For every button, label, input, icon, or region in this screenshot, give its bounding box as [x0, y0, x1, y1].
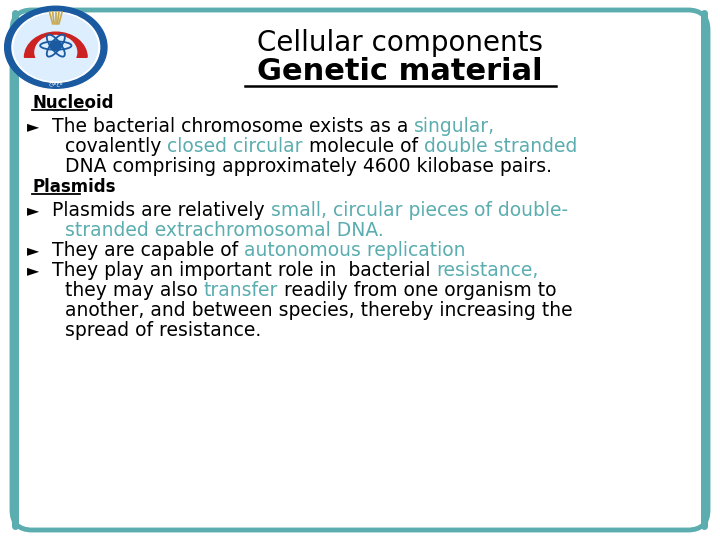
Text: جامعة: جامعة [48, 79, 63, 86]
Circle shape [14, 14, 98, 80]
Text: Cellular components: Cellular components [257, 29, 543, 57]
Text: Genetic material: Genetic material [257, 57, 543, 86]
Text: autonomous replication: autonomous replication [244, 241, 466, 260]
Text: covalently: covalently [65, 138, 167, 157]
Text: transfer: transfer [204, 281, 278, 300]
Text: DNA comprising approximately 4600 kilobase pairs.: DNA comprising approximately 4600 kiloba… [65, 158, 552, 177]
Text: another, and between species, thereby increasing the: another, and between species, thereby in… [65, 301, 572, 321]
Text: They are capable of: They are capable of [52, 241, 244, 260]
Text: Plasmids: Plasmids [32, 178, 115, 196]
Text: of double-: of double- [468, 201, 568, 220]
Text: resistance,: resistance, [436, 261, 539, 280]
Text: small, circular pieces: small, circular pieces [271, 201, 468, 220]
Circle shape [12, 12, 99, 83]
Text: ►: ► [27, 204, 40, 219]
Wedge shape [24, 32, 87, 57]
Text: Nucleoid: Nucleoid [32, 94, 114, 112]
Text: The bacterial chromosome exists as a: The bacterial chromosome exists as a [52, 118, 415, 137]
Circle shape [35, 36, 77, 69]
Text: ►: ► [27, 119, 40, 134]
Text: double stranded: double stranded [424, 138, 577, 157]
Text: readily from one organism to: readily from one organism to [278, 281, 557, 300]
Text: They play an important role in  bacterial: They play an important role in bacterial [52, 261, 436, 280]
Circle shape [50, 41, 61, 50]
FancyBboxPatch shape [12, 10, 19, 530]
Text: Plasmids are relatively: Plasmids are relatively [52, 201, 271, 220]
FancyBboxPatch shape [12, 10, 708, 530]
FancyBboxPatch shape [701, 10, 708, 530]
Text: ►: ► [27, 264, 40, 279]
Text: molecule of: molecule of [303, 138, 424, 157]
Circle shape [4, 6, 107, 88]
Text: spread of resistance.: spread of resistance. [65, 321, 261, 341]
Text: closed circular: closed circular [167, 138, 303, 157]
Text: they may also: they may also [65, 281, 204, 300]
Text: singular,: singular, [415, 118, 495, 137]
Text: ►: ► [27, 244, 40, 259]
Text: stranded extrachromosomal DNA.: stranded extrachromosomal DNA. [65, 221, 384, 240]
